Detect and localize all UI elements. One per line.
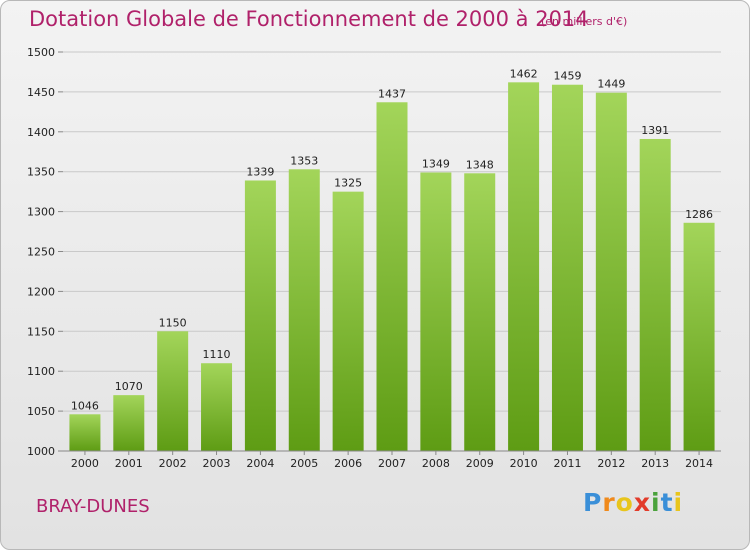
y-tick-label: 1250: [27, 246, 55, 259]
y-axis-ticks: 1000 1050 1100 1150 1200 1250 1300 1350 1400 1450…: [27, 46, 63, 458]
data-label: 1348: [466, 158, 494, 171]
chart-title: Dotation Globale de Fonctionnement de 20…: [29, 7, 589, 31]
x-tick-label: 2013: [641, 457, 669, 470]
bar: [464, 173, 496, 451]
bar: [595, 92, 627, 451]
x-tick-label: 2011: [553, 457, 581, 470]
bar: [288, 169, 320, 451]
x-tick-label: 2009: [466, 457, 494, 470]
y-tick-label: 1050: [27, 405, 55, 418]
bars: [69, 82, 715, 452]
chart-unit: (en milliers d'€): [541, 15, 628, 28]
data-label: 1459: [553, 70, 581, 83]
x-tick-label: 2006: [334, 457, 362, 470]
x-tick-label: 2007: [378, 457, 406, 470]
proxiti-logo: Proxiti: [583, 488, 684, 517]
x-axis-ticks: 2000 2001 2002 2003 2004 2005 2006 2007 2008 2009…: [71, 451, 713, 470]
commune-name: BRAY-DUNES: [36, 496, 150, 517]
data-label: 1339: [246, 165, 274, 178]
data-label: 1449: [597, 78, 625, 91]
bar: [113, 395, 145, 451]
y-tick-label: 1150: [27, 325, 55, 338]
bar: [157, 331, 189, 451]
data-label: 1150: [159, 316, 187, 329]
y-tick-label: 1100: [27, 365, 55, 378]
data-label: 1325: [334, 177, 362, 190]
x-tick-label: 2012: [597, 457, 625, 470]
y-tick-label: 1450: [27, 86, 55, 99]
data-label: 1349: [422, 157, 450, 170]
x-tick-label: 2010: [510, 457, 538, 470]
x-tick-label: 2005: [290, 457, 318, 470]
data-label: 1462: [510, 67, 538, 80]
bar: [244, 180, 276, 451]
bar: [332, 191, 364, 451]
bar: [508, 82, 540, 451]
data-label: 1437: [378, 87, 406, 100]
data-label: 1353: [290, 154, 318, 167]
data-label: 1046: [71, 399, 99, 412]
x-tick-label: 2008: [422, 457, 450, 470]
y-tick-label: 1400: [27, 126, 55, 139]
y-tick-label: 1000: [27, 445, 55, 458]
bar: [683, 222, 715, 451]
bar: [376, 102, 408, 452]
x-tick-label: 2001: [115, 457, 143, 470]
data-label: 1110: [203, 348, 231, 361]
bar: [69, 414, 101, 451]
y-tick-label: 1500: [27, 46, 55, 59]
data-label: 1391: [641, 124, 669, 137]
y-tick-label: 1200: [27, 285, 55, 298]
data-label: 1070: [115, 380, 143, 393]
bar: [639, 138, 671, 451]
data-labels: 1046 1070 1150 1110 1339 1353 1325 1437 1349 1348…: [71, 67, 713, 412]
x-tick-label: 2002: [159, 457, 187, 470]
bar: [201, 363, 233, 451]
bar: [551, 84, 583, 451]
x-tick-label: 2014: [685, 457, 713, 470]
x-tick-label: 2004: [246, 457, 274, 470]
y-tick-label: 1300: [27, 206, 55, 219]
y-tick-label: 1350: [27, 166, 55, 179]
x-tick-label: 2000: [71, 457, 99, 470]
bar: [420, 172, 452, 452]
data-label: 1286: [685, 208, 713, 221]
x-tick-label: 2003: [203, 457, 231, 470]
